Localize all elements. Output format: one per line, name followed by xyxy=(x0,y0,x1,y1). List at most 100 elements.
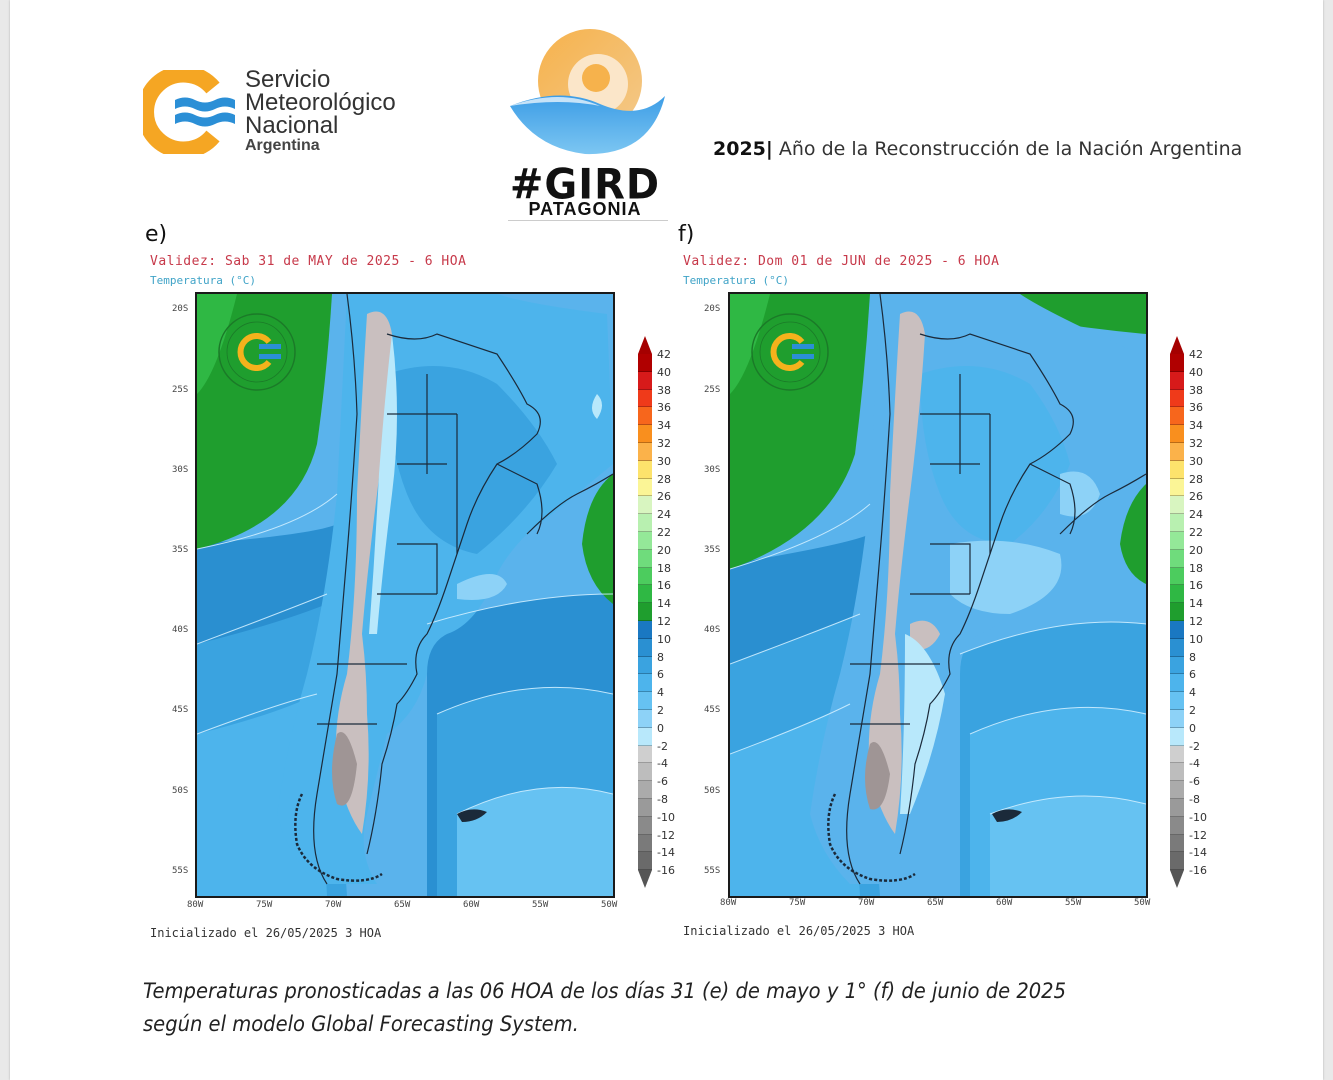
colorbar-tick: 32 xyxy=(657,437,671,450)
colorbar-tick: 26 xyxy=(1189,490,1203,504)
colorbar-cell xyxy=(638,371,652,390)
colorbar-min-arrow-icon xyxy=(638,870,652,889)
colorbar-cell xyxy=(1170,781,1184,799)
colorbar-tick: -4 xyxy=(657,757,668,771)
colorbar-tick: -10 xyxy=(1189,810,1207,824)
lon-tick: 55W xyxy=(1065,898,1082,908)
gird-title: #GIRD xyxy=(509,160,661,210)
colorbar-cell xyxy=(1170,816,1184,835)
figure-caption: Temperaturas pronosticadas a las 06 HOA … xyxy=(143,975,1066,1041)
colorbar-tick: 24 xyxy=(657,508,671,522)
panel-f-colorbar: 42 40 38 36 34 32 30 28 26 24 22 20 18 16 14 12 10 8 6 4 2 0-… xyxy=(1170,336,1207,889)
colorbar-tick: 4 xyxy=(1189,686,1196,700)
panel-f-validity: Validez: Dom 01 de JUN de 2025 - 6 HOA xyxy=(683,254,1000,269)
colorbar-cell xyxy=(1170,709,1184,728)
colorbar-cell xyxy=(1170,727,1184,746)
colorbar-tick: -6 xyxy=(657,775,668,789)
colorbar-min-arrow-icon xyxy=(1170,870,1184,889)
colorbar-cell xyxy=(638,389,652,408)
colorbar-tick: 14 xyxy=(657,597,671,611)
colorbar-tick: 8 xyxy=(657,650,664,664)
colorbar-tick: 24 xyxy=(1189,508,1203,522)
colorbar-tick: -10 xyxy=(657,810,675,824)
lat-tick: 50S xyxy=(704,786,721,796)
colorbar-cell xyxy=(1170,692,1184,710)
panel-f-variable: Temperatura (°C) xyxy=(683,274,789,287)
colorbar-cell xyxy=(1170,656,1184,675)
lat-tick: 20S xyxy=(172,304,189,314)
gird-divider xyxy=(508,220,668,221)
colorbar-tick: 0 xyxy=(657,721,664,735)
colorbar-cell xyxy=(1170,531,1184,550)
colorbar-tick: 12 xyxy=(1189,615,1203,628)
colorbar-tick: 30 xyxy=(1189,454,1203,468)
lat-tick: 40S xyxy=(172,625,189,635)
lon-tick: 80W xyxy=(187,900,204,910)
lon-tick: 80W xyxy=(720,898,737,908)
colorbar-cell xyxy=(638,692,652,710)
colorbar-tick: 10 xyxy=(1189,632,1203,646)
colorbar-tick: 20 xyxy=(1189,543,1203,557)
colorbar-tick: 38 xyxy=(657,383,671,397)
smn-logo: Servicio Meteorológico Nacional Argentin… xyxy=(143,68,433,160)
colorbar-cell xyxy=(638,638,652,657)
colorbar-tick: 8 xyxy=(1189,650,1196,664)
colorbar-tick: 14 xyxy=(1189,597,1203,611)
colorbar-tick: 42 xyxy=(657,348,671,361)
colorbar-cell xyxy=(1170,620,1184,639)
lon-tick: 70W xyxy=(858,898,875,908)
colorbar-cell xyxy=(1170,798,1184,817)
colorbar-tick: 26 xyxy=(657,490,671,504)
colorbar-cell xyxy=(1170,834,1184,853)
colorbar-cell xyxy=(1170,585,1184,604)
colorbar-cell xyxy=(638,460,652,479)
colorbar-tick: 40 xyxy=(1189,365,1203,379)
colorbar-tick: 36 xyxy=(657,401,671,415)
lat-tick: 45S xyxy=(172,705,189,715)
smn-line4: Argentina xyxy=(245,137,320,154)
smn-logo-text: Servicio Meteorológico Nacional Argentin… xyxy=(245,68,396,155)
colorbar-tick: 4 xyxy=(657,686,664,700)
colorbar-tick: 18 xyxy=(1189,561,1203,575)
lon-tick: 65W xyxy=(394,900,411,910)
panel-f-label: f) xyxy=(678,222,695,247)
colorbar-cell xyxy=(638,763,652,782)
colorbar-tick: 6 xyxy=(1189,668,1196,682)
colorbar-cell xyxy=(638,816,652,835)
lat-tick: 50S xyxy=(172,786,189,796)
smn-line1: Servicio xyxy=(245,66,331,93)
colorbar-max-arrow-icon xyxy=(1170,336,1184,354)
colorbar-cell xyxy=(1170,852,1184,871)
colorbar-cell xyxy=(1170,371,1184,390)
colorbar-tick: -16 xyxy=(1189,864,1207,878)
colorbar-cell xyxy=(638,745,652,764)
panel-f-temperature-map xyxy=(728,292,1148,898)
wave-sun-icon xyxy=(510,29,665,155)
colorbar-cell xyxy=(638,781,652,799)
colorbar-tick: 36 xyxy=(1189,401,1203,415)
smn-logo-icon xyxy=(143,70,235,154)
lat-tick: 55S xyxy=(704,866,721,876)
colorbar-tick: 32 xyxy=(1189,437,1203,450)
colorbar-tick: -2 xyxy=(1189,739,1200,753)
colorbar-tick: 30 xyxy=(657,454,671,468)
panel-e-initialized: Inicializado el 26/05/2025 3 HOA xyxy=(150,926,382,940)
colorbar-cell xyxy=(638,425,652,443)
colorbar-cell xyxy=(638,656,652,675)
lon-tick: 55W xyxy=(532,900,549,910)
panel-f-initialized: Inicializado el 26/05/2025 3 HOA xyxy=(683,924,915,938)
colorbar-cell xyxy=(1170,638,1184,657)
colorbar-tick: -16 xyxy=(657,864,675,878)
lon-tick: 60W xyxy=(463,900,480,910)
smn-line2: Meteorológico xyxy=(245,89,396,116)
colorbar-cell xyxy=(638,478,652,497)
colorbar-cell xyxy=(1170,674,1184,693)
colorbar-tick: 22 xyxy=(657,526,671,539)
lat-tick: 20S xyxy=(704,304,721,314)
colorbar-cell xyxy=(638,727,652,746)
colorbar-cell xyxy=(1170,603,1184,621)
panel-e-label: e) xyxy=(145,222,168,247)
lon-tick: 50W xyxy=(1134,898,1151,908)
gird-subtitle: PATAGONIA xyxy=(528,199,642,219)
colorbar-cell xyxy=(638,834,652,853)
